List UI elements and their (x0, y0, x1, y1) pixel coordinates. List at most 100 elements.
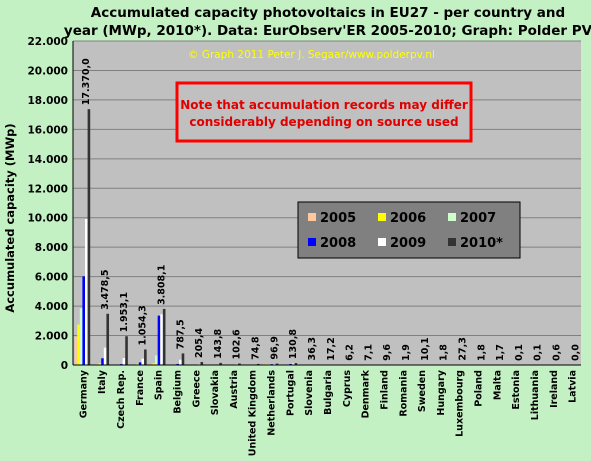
bar-belgium-2009 (179, 359, 182, 365)
legend-label: 2010* (460, 236, 503, 251)
x-tick-label: Denmark (361, 369, 372, 418)
bar-italy-2007 (98, 363, 102, 365)
bar-belgium-2010 (181, 353, 185, 365)
legend-swatch (378, 238, 386, 246)
y-tick-label: 4.000 (35, 301, 68, 313)
x-tick-label: Estonia (511, 370, 522, 410)
y-tick-label: 8.000 (35, 242, 68, 254)
x-tick-label: Poland (474, 370, 485, 407)
x-tick-label: Italy (97, 369, 108, 394)
x-tick-label: Portugal (285, 370, 296, 416)
data-label: 6,2 (345, 344, 356, 361)
bar-italy-2008 (101, 358, 104, 365)
bar-spain-2008 (157, 315, 161, 365)
legend-label: 2008 (320, 236, 356, 251)
bar-germany-2006 (77, 324, 80, 365)
y-tick-label: 14.000 (27, 154, 68, 166)
data-labels: 17.370,0 3.478,5 1.953,1 1.054,3 3.808,1 787,… (81, 58, 581, 361)
data-label: 27,3 (458, 337, 469, 360)
legend-label: 2007 (460, 211, 496, 226)
data-label: 102,6 (232, 329, 243, 359)
copyright-text: © Graph 2011 Peter J. Segaar/www.polderp… (188, 49, 435, 61)
data-label: 17.370,0 (81, 58, 92, 105)
data-label: 96,9 (269, 336, 280, 359)
bar-germany-2009 (85, 218, 88, 365)
data-label: 0,1 (533, 344, 544, 361)
x-tick-label: Austria (229, 370, 240, 409)
bar-germany-2010 (87, 109, 91, 365)
bar-slovakia-2010 (219, 362, 222, 365)
x-tick-label: Luxembourg (455, 370, 466, 437)
x-tick-label: Spain (154, 370, 165, 400)
bar-belgium-2008 (176, 363, 180, 365)
data-label: 17,2 (326, 337, 337, 360)
data-label: 3.808,1 (156, 265, 167, 305)
data-label: 205,4 (194, 328, 205, 358)
x-tick-label: Sweden (417, 370, 428, 412)
x-tick-label: Cyprus (342, 370, 353, 407)
legend-swatch (308, 238, 316, 246)
bar-france-2009 (141, 358, 145, 365)
x-tick-label: Latvia (568, 370, 579, 403)
bar-austria-2010 (238, 363, 241, 365)
legend-label: 2005 (320, 211, 356, 226)
bar-portugal-2009 (291, 363, 295, 365)
legend-swatch (378, 213, 386, 221)
bar-portugal-2010 (294, 363, 298, 365)
x-tick-label: United Kingdom (248, 370, 259, 456)
bar-spain-2009 (160, 314, 163, 365)
data-label: 74,8 (251, 336, 262, 360)
y-tick-label: 12.000 (27, 183, 68, 195)
x-tick-label: Lithuania (530, 370, 541, 420)
bar-france-2010 (144, 349, 147, 365)
x-tick-label: France (135, 370, 146, 406)
data-label: 143,8 (213, 328, 224, 358)
y-tick-label: 0 (61, 360, 68, 372)
bar-netherlands-2010 (275, 363, 279, 365)
bar-france-2008 (138, 362, 142, 365)
bar-germany-2005 (74, 336, 78, 365)
legend-swatch (448, 213, 456, 221)
bar-portugal-2008 (289, 363, 292, 365)
y-tick-label: 22.000 (27, 36, 68, 48)
data-label: 1.953,1 (119, 292, 130, 332)
legend-label: 2009 (390, 236, 426, 251)
y-tick-label: 10.000 (27, 213, 68, 225)
legend-swatch (448, 238, 456, 246)
note-line1: Note that accumulation records may diffe… (180, 98, 468, 112)
legend: 2005 2006 2007 2008 2009 2010* (297, 201, 521, 259)
note-box: Note that accumulation records may diffe… (175, 81, 473, 143)
gridlines (73, 40, 581, 337)
data-label: 0,6 (552, 344, 563, 361)
bar-spain-2007 (155, 355, 158, 365)
data-label: 36,3 (307, 337, 318, 360)
data-label: 130,8 (288, 329, 299, 359)
data-label: 3.478,5 (100, 269, 111, 309)
x-tick-label: Bulgaria (323, 370, 334, 415)
legend-swatch (308, 213, 316, 221)
bar-spain-2006 (152, 363, 156, 365)
bar-czech-rep--2010 (125, 336, 128, 365)
y-tick-label: 20.000 (27, 65, 68, 77)
data-label: 9,6 (382, 344, 393, 361)
x-tick-label: Romania (398, 370, 409, 417)
bar-spain-2010 (162, 308, 166, 365)
data-label: 1.054,3 (138, 305, 149, 345)
x-tick-label: Slovenia (304, 370, 315, 416)
x-axis-ticks: Germany Italy Czech Rep. France Spain Belgium… (78, 369, 578, 456)
y-axis-label: Accumulated capacity (MWp) (3, 123, 17, 312)
data-label: 1,8 (439, 344, 450, 361)
data-label: 0,0 (570, 344, 581, 361)
data-label: 787,5 (175, 319, 186, 349)
x-tick-label: Germany (78, 369, 89, 418)
bar-united-kingdom-2010 (256, 363, 260, 365)
note-line2: considerably depending on source used (189, 115, 458, 129)
data-label: 1,9 (401, 344, 412, 361)
bar-czech-rep--2009 (122, 358, 126, 365)
x-tick-label: Malta (492, 370, 503, 400)
bar-italy-2009 (103, 347, 107, 365)
data-label: 10,1 (420, 337, 431, 360)
x-tick-label: Hungary (436, 369, 447, 415)
x-tick-label: Finland (379, 370, 390, 410)
